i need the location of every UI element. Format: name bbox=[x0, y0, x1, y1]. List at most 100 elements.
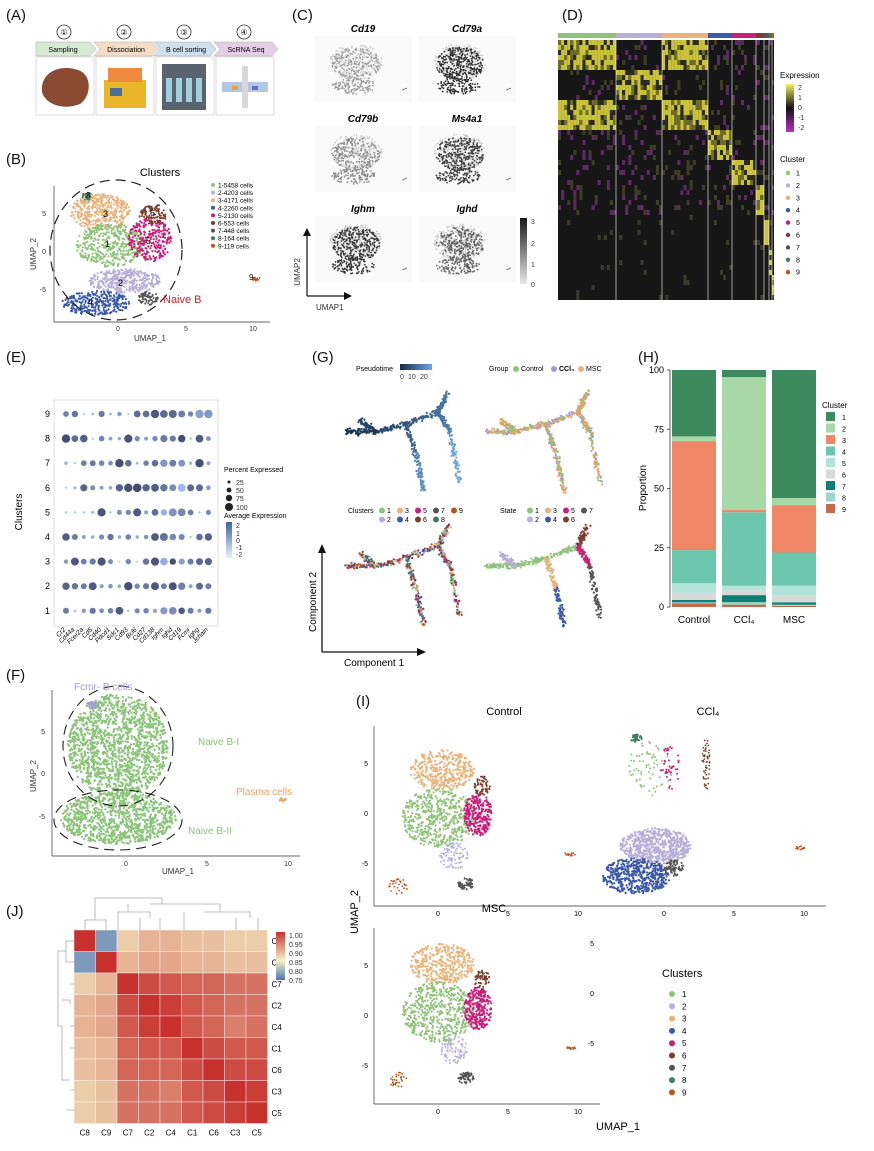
group-legend-label: MSC bbox=[586, 366, 602, 373]
cell-point bbox=[395, 426, 398, 429]
heatmap-cell bbox=[764, 45, 769, 50]
heatmap-cell bbox=[622, 135, 626, 140]
y-tick: 5 bbox=[364, 963, 368, 970]
cell-point bbox=[582, 405, 585, 408]
cell-cluster bbox=[439, 841, 469, 869]
expression-dot bbox=[151, 483, 159, 492]
colorbar-tick: 0 bbox=[236, 538, 240, 545]
cell-point bbox=[410, 584, 413, 587]
cell-point bbox=[597, 462, 600, 465]
cell-point bbox=[506, 566, 509, 570]
cell-point bbox=[447, 561, 450, 564]
cell-point bbox=[363, 428, 366, 431]
cell-point bbox=[406, 432, 409, 435]
heatmap-cell bbox=[680, 125, 684, 130]
heatmap-cell bbox=[714, 145, 717, 150]
cell-point bbox=[508, 423, 511, 426]
heatmap-cell bbox=[686, 50, 690, 55]
heatmap-cell bbox=[686, 150, 690, 155]
cell-point bbox=[422, 623, 425, 626]
correlation-cell bbox=[245, 1080, 268, 1103]
heatmap-cell bbox=[573, 110, 577, 115]
expression-dot bbox=[189, 535, 192, 539]
cell-point bbox=[597, 472, 600, 475]
expression-dot bbox=[169, 459, 177, 467]
cell-point bbox=[450, 430, 453, 433]
legend-label: 3 bbox=[842, 438, 846, 445]
heatmap-cell bbox=[662, 40, 666, 45]
correlation-cell bbox=[202, 1080, 225, 1103]
heatmap-cell bbox=[671, 115, 675, 120]
bar-segment-cluster-3 bbox=[772, 505, 816, 553]
heatmap-cell bbox=[756, 190, 760, 195]
expression-dot bbox=[134, 583, 140, 589]
cell-point bbox=[417, 549, 420, 552]
heatmap-cell bbox=[609, 200, 613, 205]
fcmr-cells bbox=[86, 700, 99, 710]
heatmap-cell bbox=[750, 180, 753, 185]
panel-label-h: (H) bbox=[638, 349, 659, 366]
heatmap-cell bbox=[600, 115, 604, 120]
heatmap-cell bbox=[588, 105, 592, 110]
expression-dot bbox=[125, 509, 131, 516]
heatmap-cell bbox=[600, 60, 604, 65]
expression-dot bbox=[136, 560, 139, 563]
cell-point bbox=[441, 531, 444, 534]
heatmap-cell bbox=[753, 95, 756, 100]
heatmap-cell bbox=[606, 55, 610, 60]
cell-point bbox=[390, 425, 393, 428]
heatmap-cell bbox=[738, 180, 741, 185]
expression-dot bbox=[168, 508, 177, 517]
heatmap-cell bbox=[686, 100, 690, 105]
heatmap-cell bbox=[564, 45, 568, 50]
cell-point bbox=[563, 620, 566, 623]
cell-point bbox=[589, 524, 592, 527]
heatmap-cell bbox=[588, 155, 592, 160]
heatmap-cell bbox=[692, 115, 696, 120]
y-axis-label: Clusters bbox=[14, 494, 25, 531]
cell-point bbox=[595, 603, 598, 606]
step-label: Sampling bbox=[48, 47, 77, 54]
expression-dot bbox=[61, 434, 71, 443]
cell-point bbox=[447, 424, 450, 427]
cell-point bbox=[407, 557, 410, 561]
cell-point bbox=[446, 432, 450, 435]
cell-point bbox=[553, 585, 556, 589]
cell-point bbox=[417, 595, 420, 598]
heatmap-cell bbox=[585, 65, 589, 70]
avg-legend-title: Average Expression bbox=[224, 513, 287, 520]
heatmap-cell bbox=[735, 160, 738, 165]
cell-point bbox=[369, 427, 372, 430]
cell-point bbox=[570, 547, 573, 550]
heatmap-cell bbox=[772, 185, 774, 190]
panel-label-e: (E) bbox=[6, 349, 26, 366]
heatmap-cell bbox=[735, 165, 738, 170]
correlation-cell bbox=[116, 1037, 139, 1060]
cell-point bbox=[382, 564, 385, 567]
expression-dot bbox=[189, 437, 192, 440]
cell-point bbox=[456, 608, 459, 612]
cell-point bbox=[599, 611, 603, 615]
cell-point bbox=[430, 415, 433, 419]
heatmap-cell bbox=[631, 170, 635, 175]
cell-point bbox=[561, 479, 565, 482]
legend-label: 7 bbox=[682, 1064, 687, 1073]
heatmap-cell bbox=[680, 110, 684, 115]
heatmap-cell bbox=[665, 115, 669, 120]
col-label: C3 bbox=[230, 1129, 241, 1138]
legend-swatch bbox=[826, 423, 835, 433]
plasma-cells bbox=[505, 177, 512, 181]
heatmap-cell bbox=[625, 90, 629, 95]
expression-dot bbox=[124, 434, 133, 443]
heatmap-cell bbox=[674, 110, 678, 115]
naive-b1-cells bbox=[66, 693, 169, 799]
cell-point bbox=[549, 567, 552, 570]
heatmap-cell bbox=[764, 235, 769, 240]
cell-cluster bbox=[401, 787, 474, 848]
bar-segment-cluster-9 bbox=[722, 604, 766, 607]
cell-point bbox=[448, 443, 451, 446]
heatmap-cell bbox=[637, 45, 641, 50]
heatmap-cell bbox=[616, 55, 620, 60]
heatmap-cell bbox=[655, 80, 659, 85]
